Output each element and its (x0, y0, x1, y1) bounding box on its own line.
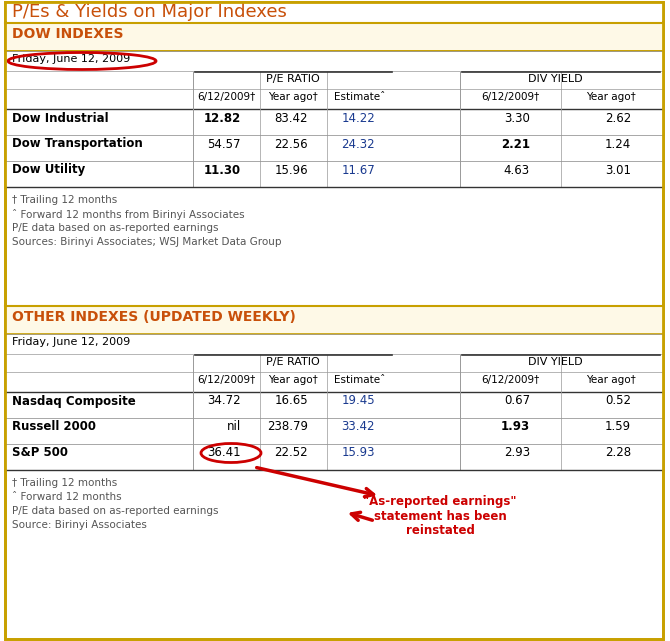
Text: Friday, June 12, 2009: Friday, June 12, 2009 (12, 337, 130, 347)
Text: P/E data based on as-reported earnings: P/E data based on as-reported earnings (12, 223, 218, 233)
Text: 3.01: 3.01 (605, 163, 631, 176)
Text: 15.96: 15.96 (275, 163, 308, 176)
Text: 36.41: 36.41 (208, 447, 241, 460)
Bar (6, 418, 663, 444)
Text: P/E data based on as-reported earnings: P/E data based on as-reported earnings (12, 506, 218, 516)
Bar (6, 89, 663, 109)
Text: 6/12/2009†: 6/12/2009† (197, 92, 255, 102)
Bar (6, 372, 663, 392)
Text: 1.59: 1.59 (605, 420, 631, 433)
Text: OTHER INDEXES (UPDATED WEEKLY): OTHER INDEXES (UPDATED WEEKLY) (12, 310, 296, 324)
Text: 0.67: 0.67 (504, 394, 530, 408)
Bar (6, 2, 663, 21)
Text: 1.24: 1.24 (605, 138, 631, 151)
Text: Dow Industrial: Dow Industrial (12, 112, 109, 124)
Text: ˆ Forward 12 months from Birinyi Associates: ˆ Forward 12 months from Birinyi Associa… (12, 209, 245, 220)
Text: Year ago†: Year ago† (268, 92, 318, 102)
Bar (6, 307, 663, 334)
Text: 22.56: 22.56 (275, 138, 308, 151)
Text: 54.57: 54.57 (208, 138, 241, 151)
Text: 14.22: 14.22 (341, 112, 375, 124)
Text: 33.42: 33.42 (342, 420, 375, 433)
Text: 15.93: 15.93 (342, 447, 375, 460)
Bar (6, 161, 663, 187)
Bar (6, 354, 663, 372)
Text: Estimateˆ: Estimateˆ (334, 92, 386, 102)
Text: S&P 500: S&P 500 (12, 447, 68, 460)
Text: 16.65: 16.65 (275, 394, 308, 408)
Text: † Trailing 12 months: † Trailing 12 months (12, 478, 117, 488)
Bar (6, 392, 663, 418)
Text: P/E RATIO: P/E RATIO (266, 357, 320, 367)
Text: Estimateˆ: Estimateˆ (334, 375, 386, 385)
Text: 0.52: 0.52 (605, 394, 631, 408)
Text: 12.82: 12.82 (204, 112, 241, 124)
Text: † Trailing 12 months: † Trailing 12 months (12, 195, 117, 205)
Text: 11.30: 11.30 (204, 163, 241, 176)
Text: 2.62: 2.62 (605, 112, 631, 124)
Text: 6/12/2009†: 6/12/2009† (197, 375, 255, 385)
Text: 24.32: 24.32 (342, 138, 375, 151)
Text: 34.72: 34.72 (208, 394, 241, 408)
Text: "As-reported earnings"
statement has been
reinstated: "As-reported earnings" statement has bee… (363, 494, 517, 538)
Text: Source: Birinyi Associates: Source: Birinyi Associates (12, 520, 147, 530)
Text: 6/12/2009†: 6/12/2009† (481, 92, 539, 102)
Text: Year ago†: Year ago† (586, 92, 636, 102)
Bar (6, 334, 663, 354)
Text: 11.67: 11.67 (341, 163, 375, 176)
Text: 6/12/2009†: 6/12/2009† (481, 375, 539, 385)
Bar (6, 71, 663, 89)
Text: DIV YIELD: DIV YIELD (528, 74, 582, 84)
Text: 238.79: 238.79 (267, 420, 308, 433)
Bar (6, 444, 663, 470)
Text: P/Es & Yields on Major Indexes: P/Es & Yields on Major Indexes (12, 3, 287, 21)
Text: Year ago†: Year ago† (586, 375, 636, 385)
Text: ˆ Forward 12 months: ˆ Forward 12 months (12, 492, 122, 502)
Text: Dow Utility: Dow Utility (12, 163, 85, 176)
Text: 2.93: 2.93 (504, 447, 530, 460)
Text: DIV YIELD: DIV YIELD (528, 357, 582, 367)
Text: Friday, June 12, 2009: Friday, June 12, 2009 (12, 54, 130, 64)
Text: 22.52: 22.52 (275, 447, 308, 460)
Text: DOW INDEXES: DOW INDEXES (12, 27, 123, 41)
Text: Russell 2000: Russell 2000 (12, 420, 96, 433)
Bar (6, 135, 663, 161)
Bar (6, 24, 663, 51)
Text: Dow Transportation: Dow Transportation (12, 138, 143, 151)
Text: 2.28: 2.28 (605, 447, 631, 460)
Bar (6, 109, 663, 135)
Text: Year ago†: Year ago† (268, 375, 318, 385)
Text: 83.42: 83.42 (275, 112, 308, 124)
Text: 2.21: 2.21 (501, 138, 530, 151)
Text: 19.45: 19.45 (342, 394, 375, 408)
Text: 3.30: 3.30 (504, 112, 530, 124)
Bar (6, 51, 663, 71)
Text: Sources: Birinyi Associates; WSJ Market Data Group: Sources: Birinyi Associates; WSJ Market … (12, 237, 281, 247)
Text: Nasdaq Composite: Nasdaq Composite (12, 394, 136, 408)
Text: nil: nil (226, 420, 241, 433)
Text: P/E RATIO: P/E RATIO (266, 74, 320, 84)
Text: 1.93: 1.93 (501, 420, 530, 433)
Text: 4.63: 4.63 (504, 163, 530, 176)
